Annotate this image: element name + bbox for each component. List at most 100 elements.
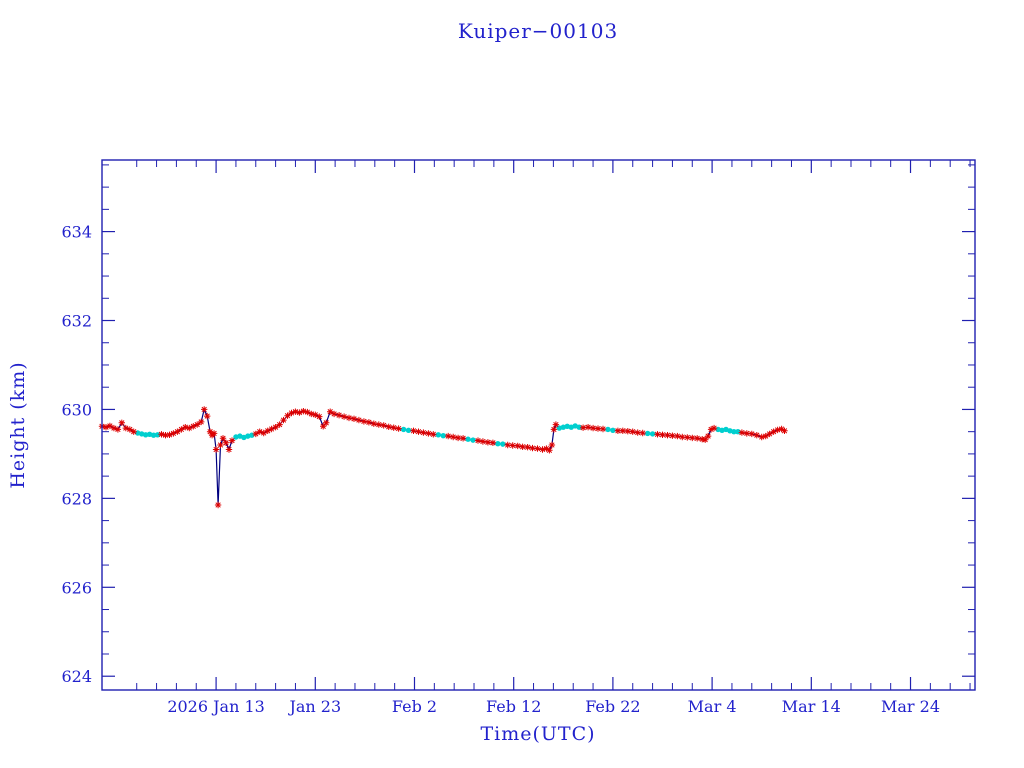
red-asterisk-marker (639, 429, 646, 437)
red-asterisk-marker (543, 445, 550, 452)
cyan-dot-marker (495, 440, 501, 447)
red-asterisk-marker (212, 446, 220, 453)
cyan-dot-marker (440, 432, 446, 439)
red-asterisk-marker (519, 443, 526, 450)
red-asterisk-marker (327, 408, 334, 415)
red-asterisk-marker (340, 413, 348, 420)
red-asterisk-marker (684, 434, 691, 441)
red-asterisk-marker (308, 410, 315, 418)
data-series (98, 406, 788, 509)
cyan-dot-marker (142, 432, 149, 438)
red-asterisk-marker (110, 424, 118, 432)
red-asterisk-marker (130, 428, 137, 435)
red-asterisk-marker (375, 421, 382, 428)
red-asterisk-marker (380, 422, 387, 429)
red-asterisk-marker (206, 428, 214, 435)
red-asterisk-marker (186, 424, 193, 432)
cyan-dot-marker (150, 432, 157, 438)
cyan-dot-marker (405, 427, 412, 434)
red-asterisk-marker (552, 421, 560, 428)
red-asterisk-marker (222, 439, 230, 446)
red-asterisk-marker (619, 427, 626, 434)
red-asterisk-marker (546, 447, 553, 454)
red-asterisk-marker (284, 412, 291, 419)
red-asterisk-marker (702, 436, 709, 443)
red-asterisk-marker (320, 423, 327, 430)
cyan-dot-marker (154, 432, 161, 438)
red-asterisk-marker (312, 411, 319, 418)
red-asterisk-marker (256, 428, 263, 435)
red-asterisk-marker (445, 432, 452, 440)
red-asterisk-marker (624, 428, 631, 435)
red-asterisk-marker (420, 429, 427, 436)
x-tick-label: Feb 2 (392, 697, 437, 716)
red-asterisk-marker (634, 429, 641, 436)
red-asterisk-marker (365, 419, 373, 426)
cyan-dot-marker (644, 430, 651, 437)
y-tick-label: 624 (61, 667, 92, 686)
red-asterisk-marker (118, 419, 126, 426)
red-asterisk-marker (228, 437, 236, 444)
red-asterisk-marker (489, 439, 497, 446)
red-asterisk-marker (743, 430, 750, 437)
y-axis-label: Height (km) (7, 361, 29, 488)
chart-title: Kuiper−00103 (458, 19, 618, 43)
red-asterisk-marker (430, 431, 437, 438)
red-asterisk-marker (707, 426, 715, 433)
axis-ticks (102, 160, 975, 690)
red-asterisk-marker (350, 415, 358, 422)
x-tick-label: Mar 14 (782, 697, 841, 716)
cyan-dot-marker (610, 427, 616, 434)
red-asterisk-marker (704, 432, 712, 440)
red-asterisk-marker (296, 409, 303, 416)
red-asterisk-marker (272, 424, 279, 431)
red-asterisk-marker (178, 426, 185, 433)
red-asterisk-marker (450, 433, 457, 441)
red-asterisk-marker (774, 426, 781, 434)
x-tick-label: Mar 24 (881, 697, 940, 716)
red-asterisk-marker (182, 424, 189, 431)
red-asterisk-marker (594, 425, 602, 432)
red-asterisk-marker (459, 435, 467, 442)
red-asterisk-marker (122, 424, 130, 432)
red-asterisk-marker (345, 414, 353, 422)
red-asterisk-marker (166, 431, 173, 438)
red-asterisk-marker (454, 434, 462, 442)
red-asterisk-marker (599, 425, 607, 433)
red-asterisk-marker (509, 442, 516, 449)
red-asterisk-marker (781, 427, 788, 434)
red-asterisk-marker (629, 428, 636, 435)
cyan-dot-marker (465, 436, 471, 442)
red-asterisk-marker (534, 445, 541, 452)
red-asterisk-marker (659, 431, 666, 438)
red-asterisk-marker (390, 424, 397, 431)
red-asterisk-marker (589, 424, 597, 432)
red-asterisk-marker (415, 428, 422, 435)
red-asterisk-marker (529, 444, 536, 452)
red-asterisk-marker (335, 412, 343, 419)
red-asterisk-marker (264, 427, 271, 434)
x-tick-label: Jan 23 (287, 697, 341, 716)
red-asterisk-marker (102, 424, 110, 431)
red-asterisk-marker (280, 416, 287, 424)
y-tick-label: 630 (61, 400, 92, 419)
x-axis-label: Time(UTC) (480, 723, 595, 745)
red-asterisk-marker (748, 430, 755, 438)
red-asterisk-marker (710, 424, 718, 432)
red-asterisk-marker (219, 435, 227, 442)
red-asterisk-marker (654, 431, 661, 438)
red-asterisk-marker (225, 446, 233, 453)
cyan-dot-marker (249, 432, 255, 438)
red-asterisk-marker (355, 416, 363, 424)
red-asterisk-marker (674, 432, 681, 440)
red-asterisk-marker (292, 408, 299, 415)
red-asterisk-marker (304, 408, 311, 416)
red-asterisk-marker (504, 441, 511, 449)
cyan-dot-marker (400, 426, 407, 433)
red-asterisk-marker (203, 412, 211, 420)
red-asterisk-marker (762, 432, 769, 440)
cyan-dot-marker (435, 432, 442, 438)
red-asterisk-marker (370, 420, 377, 427)
x-tick-label: 2026 Jan 13 (167, 697, 265, 716)
